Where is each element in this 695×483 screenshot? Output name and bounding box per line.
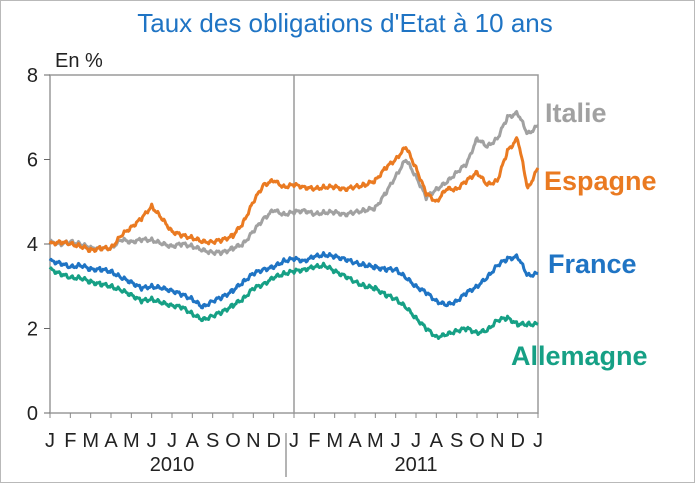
series-line-espagne [48,136,540,253]
x-tick-label: D [266,430,280,452]
y-tick-label: 6 [27,150,38,172]
x-tick-label: M [123,430,140,452]
x-tick-label: J [147,430,157,452]
series-lines [48,110,540,340]
y-tick-label: 8 [27,65,38,87]
x-tick-label: F [64,430,76,452]
series-line-allemagne [48,261,539,340]
y-tick-label: 0 [27,403,38,425]
series-label-allemagne: Allemagne [511,341,648,371]
x-tick-label: A [430,430,444,452]
x-tick-label: O [469,430,485,452]
x-tick-label: J [533,430,543,452]
x-tick-label: J [391,430,401,452]
y-axis-unit: En % [55,50,103,72]
x-tick-label: J [289,430,299,452]
series-label-france: France [548,249,637,279]
x-tick-label: J [411,430,421,452]
year-label: 2010 [150,454,195,476]
series-label-italie: Italie [545,98,607,128]
x-tick-label: M [326,430,343,452]
x-tick-label: D [510,430,524,452]
series-labels: Italie Espagne France Allemagne [511,98,657,371]
x-tick-label: A [186,430,200,452]
x-tick-label: J [45,430,55,452]
y-tick-label: 2 [27,319,38,341]
x-tick-label: A [348,430,362,452]
chart-title: Taux des obligations d'Etat à 10 ans [137,8,552,38]
x-tick-label: N [246,430,260,452]
x-tick-label: M [82,430,99,452]
series-line-italie [48,110,539,257]
x-tick-label: M [367,430,384,452]
x-tick-label: F [308,430,320,452]
x-tick-label: N [490,430,504,452]
year-label: 2011 [394,454,437,476]
x-tick-label: J [167,430,177,452]
series-label-espagne: Espagne [544,166,657,196]
y-tick-label: 4 [27,234,38,256]
x-tick-label: S [450,430,463,452]
x-tick-label: O [225,430,241,452]
series-line-france [48,251,539,310]
x-tick-label: S [206,430,219,452]
x-tick-label: A [104,430,118,452]
